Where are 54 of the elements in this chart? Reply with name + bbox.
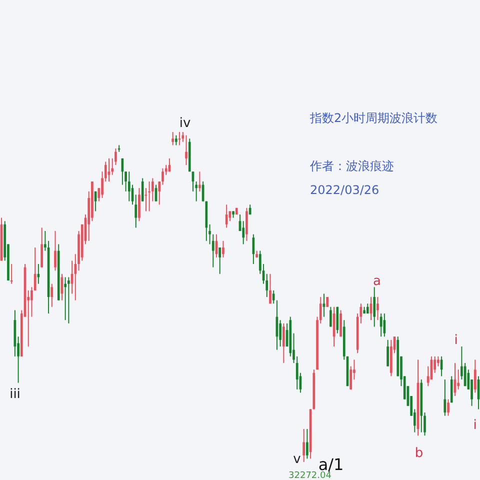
candlestick xyxy=(222,240,224,258)
candlestick xyxy=(376,296,379,321)
candlestick xyxy=(373,286,376,328)
candlestick xyxy=(218,247,222,274)
candlestick xyxy=(198,171,201,192)
candlestick xyxy=(50,283,54,308)
candlestick xyxy=(10,264,13,284)
candlestick xyxy=(34,247,36,291)
candlestick xyxy=(437,356,440,367)
candlestick xyxy=(128,171,130,202)
annotation: a xyxy=(373,274,381,289)
candlestick xyxy=(172,132,174,146)
candlestick xyxy=(474,359,476,394)
annotation: v xyxy=(293,452,302,467)
candlestick xyxy=(134,194,138,228)
candlestick xyxy=(185,134,188,166)
candlestick xyxy=(322,293,326,318)
candlestick xyxy=(326,296,329,308)
candlestick xyxy=(54,230,56,272)
candlestick xyxy=(306,428,308,460)
candlestick xyxy=(330,306,332,328)
candlestick xyxy=(444,379,446,416)
candlestick xyxy=(64,276,66,321)
annotation: 作者：波浪痕迹 xyxy=(309,159,394,173)
annotation: i xyxy=(473,418,477,433)
candlestick xyxy=(148,181,150,212)
candlestick xyxy=(386,339,389,367)
candlestick xyxy=(68,276,70,324)
candlestick xyxy=(447,398,450,416)
candlestick xyxy=(450,376,453,404)
candlestick xyxy=(108,158,110,182)
candlestick xyxy=(182,132,184,142)
candlestick xyxy=(272,290,275,304)
annotation: 2022/03/26 xyxy=(310,183,380,197)
candlestick xyxy=(141,178,144,202)
annotation: i xyxy=(454,333,458,348)
candlestick xyxy=(380,313,382,338)
candlestick xyxy=(40,227,43,268)
candlestick xyxy=(457,369,460,390)
chart-title: 指数2小时周期波浪计数 xyxy=(309,111,438,125)
candlestick xyxy=(175,134,178,146)
candlestick xyxy=(336,306,339,334)
text: 32272.04 xyxy=(288,471,332,480)
candlestick xyxy=(340,310,342,338)
candlestick xyxy=(242,220,245,245)
text: iv xyxy=(179,116,191,131)
annotation: b xyxy=(414,446,424,461)
annotation: iii xyxy=(10,387,20,402)
candlestick xyxy=(138,188,140,222)
candlestick xyxy=(269,273,272,304)
candlestick xyxy=(302,428,305,462)
candlestick xyxy=(282,322,285,364)
candlestick xyxy=(195,181,198,202)
candlestick xyxy=(246,207,248,242)
